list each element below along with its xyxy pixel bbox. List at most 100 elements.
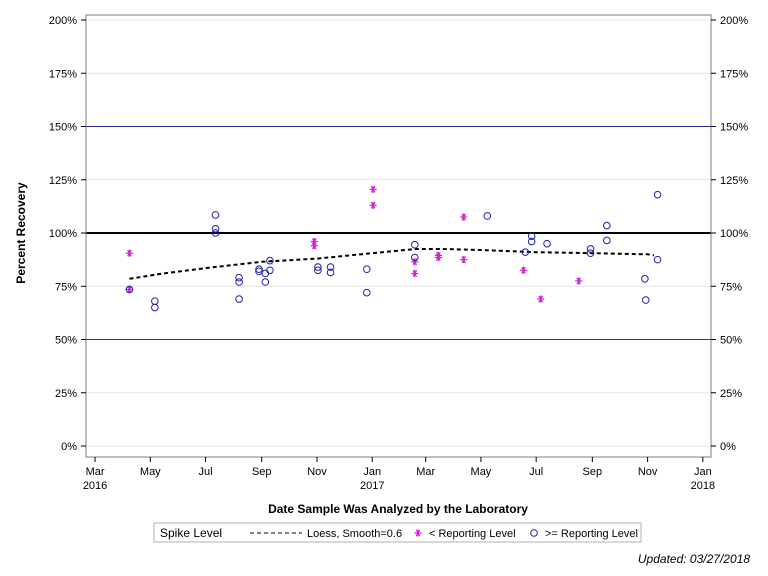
y-tick-label: 150% <box>49 122 77 134</box>
point-above-reporting-level <box>261 278 270 286</box>
x-tick-year-label: 2018 <box>691 480 715 492</box>
point-below-reporting-level <box>125 249 134 257</box>
point-above-reporting-level <box>125 285 134 294</box>
legend-asterisk-mark <box>414 529 422 537</box>
y-tick-label-right: 150% <box>720 122 748 134</box>
point-above-reporting-level <box>411 253 419 262</box>
point-below-reporting-level <box>434 251 442 259</box>
x-tick-year-label: 2017 <box>360 480 384 492</box>
x-axis: Mar 2016 May Jul Sep Nov Jan 2017 Mar May Jul Sep No… <box>83 457 715 492</box>
point-below-reporting-level <box>537 295 545 303</box>
y-tick-label: 175% <box>49 68 77 80</box>
y-tick-label: 100% <box>49 228 77 240</box>
point-above-reporting-level <box>603 236 611 245</box>
x-tick-label: Sep <box>252 466 272 478</box>
y-tick-label: 50% <box>55 335 77 347</box>
legend-circle-swatch <box>530 529 538 537</box>
scatter-points <box>125 185 662 312</box>
point-above-reporting-level <box>314 266 322 275</box>
point-above-reporting-level <box>235 273 243 282</box>
point-above-reporting-level <box>326 268 335 277</box>
x-tick-label: Jan <box>363 466 381 478</box>
point-above-reporting-level <box>521 248 530 256</box>
point-above-reporting-level <box>483 212 492 220</box>
point-below-reporting-level <box>460 256 468 264</box>
x-tick-label: Mar <box>86 466 105 478</box>
y-tick-label: 0% <box>61 441 77 453</box>
point-above-reporting-level <box>543 239 551 248</box>
point-below-reporting-level <box>125 285 134 294</box>
point-above-reporting-level <box>586 249 595 258</box>
x-tick-label: Nov <box>307 466 327 478</box>
y-axis-left: 0% 25% 50% 75% 100% 125% 150% 175% 200% <box>49 15 86 453</box>
y-tick-label: 200% <box>49 15 77 27</box>
legend-above-label: >= Reporting Level <box>545 528 638 540</box>
plot-area-frame <box>85 14 712 458</box>
point-below-reporting-level <box>369 185 377 193</box>
y-tick-label: 25% <box>55 388 77 400</box>
point-above-reporting-level <box>653 255 662 264</box>
legend: Spike Level Loess, Smooth=0.6 < Reportin… <box>153 522 642 543</box>
reference-lines <box>86 126 711 340</box>
x-tick-label: May <box>140 466 161 478</box>
point-above-reporting-level <box>653 190 662 199</box>
y-tick-label: 125% <box>49 175 77 187</box>
x-tick-label: Nov <box>638 466 658 478</box>
point-above-reporting-level <box>362 288 371 297</box>
point-above-reporting-level <box>314 263 322 271</box>
point-below-reporting-level <box>411 258 419 266</box>
x-axis-title: Date Sample Was Analyzed by the Laborato… <box>268 502 528 516</box>
point-above-reporting-level <box>211 229 220 237</box>
point-above-reporting-level <box>151 303 159 312</box>
updated-footnote: Updated: 03/27/2018 <box>637 552 750 566</box>
y-tick-label: 75% <box>55 281 77 293</box>
point-below-reporting-level <box>460 213 468 221</box>
point-above-reporting-level <box>326 263 335 271</box>
loess-series <box>129 248 655 280</box>
y-axis-title: Percent Recovery <box>14 182 28 284</box>
point-above-reporting-level <box>641 296 650 304</box>
point-above-reporting-level <box>641 274 649 283</box>
legend-title: Spike Level <box>160 526 222 540</box>
y-tick-label-right: 75% <box>720 281 742 293</box>
y-tick-label-right: 0% <box>720 441 736 453</box>
point-above-reporting-level <box>527 232 536 240</box>
x-tick-year-label: 2016 <box>83 480 107 492</box>
point-above-reporting-level <box>211 211 220 219</box>
x-tick-label: Jul <box>199 466 213 478</box>
point-below-reporting-level <box>519 266 528 274</box>
loess-line <box>129 248 655 280</box>
y-tick-label-right: 175% <box>720 68 748 80</box>
point-below-reporting-level <box>310 242 318 250</box>
x-tick-label: May <box>471 466 492 478</box>
point-above-reporting-level <box>261 269 270 278</box>
point-below-reporting-level <box>369 201 377 209</box>
x-tick-label: Jan <box>694 466 712 478</box>
point-above-reporting-level <box>235 278 243 286</box>
y-tick-label-right: 200% <box>720 15 748 27</box>
point-above-reporting-level <box>603 221 611 230</box>
point-above-reporting-level <box>362 265 371 274</box>
x-tick-label: Jul <box>529 466 543 478</box>
point-below-reporting-level <box>575 277 583 285</box>
point-above-reporting-level <box>266 256 274 265</box>
point-above-reporting-level <box>527 237 536 246</box>
y-tick-label-right: 50% <box>720 335 742 347</box>
y-tick-label-right: 25% <box>720 388 742 400</box>
legend-below-label: < Reporting Level <box>429 528 516 540</box>
y-tick-label-right: 100% <box>720 228 748 240</box>
point-above-reporting-level <box>266 266 274 275</box>
point-above-reporting-level <box>255 265 263 274</box>
y-tick-label-right: 125% <box>720 175 748 187</box>
x-tick-label: Sep <box>583 466 603 478</box>
y-axis-right: 0% 25% 50% 75% 100% 125% 150% 175% 200% <box>711 15 748 453</box>
legend-frame <box>153 522 642 543</box>
point-above-reporting-level <box>211 224 220 233</box>
point-above-reporting-level <box>151 297 159 305</box>
x-tick-label: Mar <box>416 466 435 478</box>
point-below-reporting-level <box>411 269 419 278</box>
point-above-reporting-level <box>235 295 243 303</box>
point-above-reporting-level <box>411 240 419 249</box>
point-above-reporting-level <box>586 245 595 253</box>
